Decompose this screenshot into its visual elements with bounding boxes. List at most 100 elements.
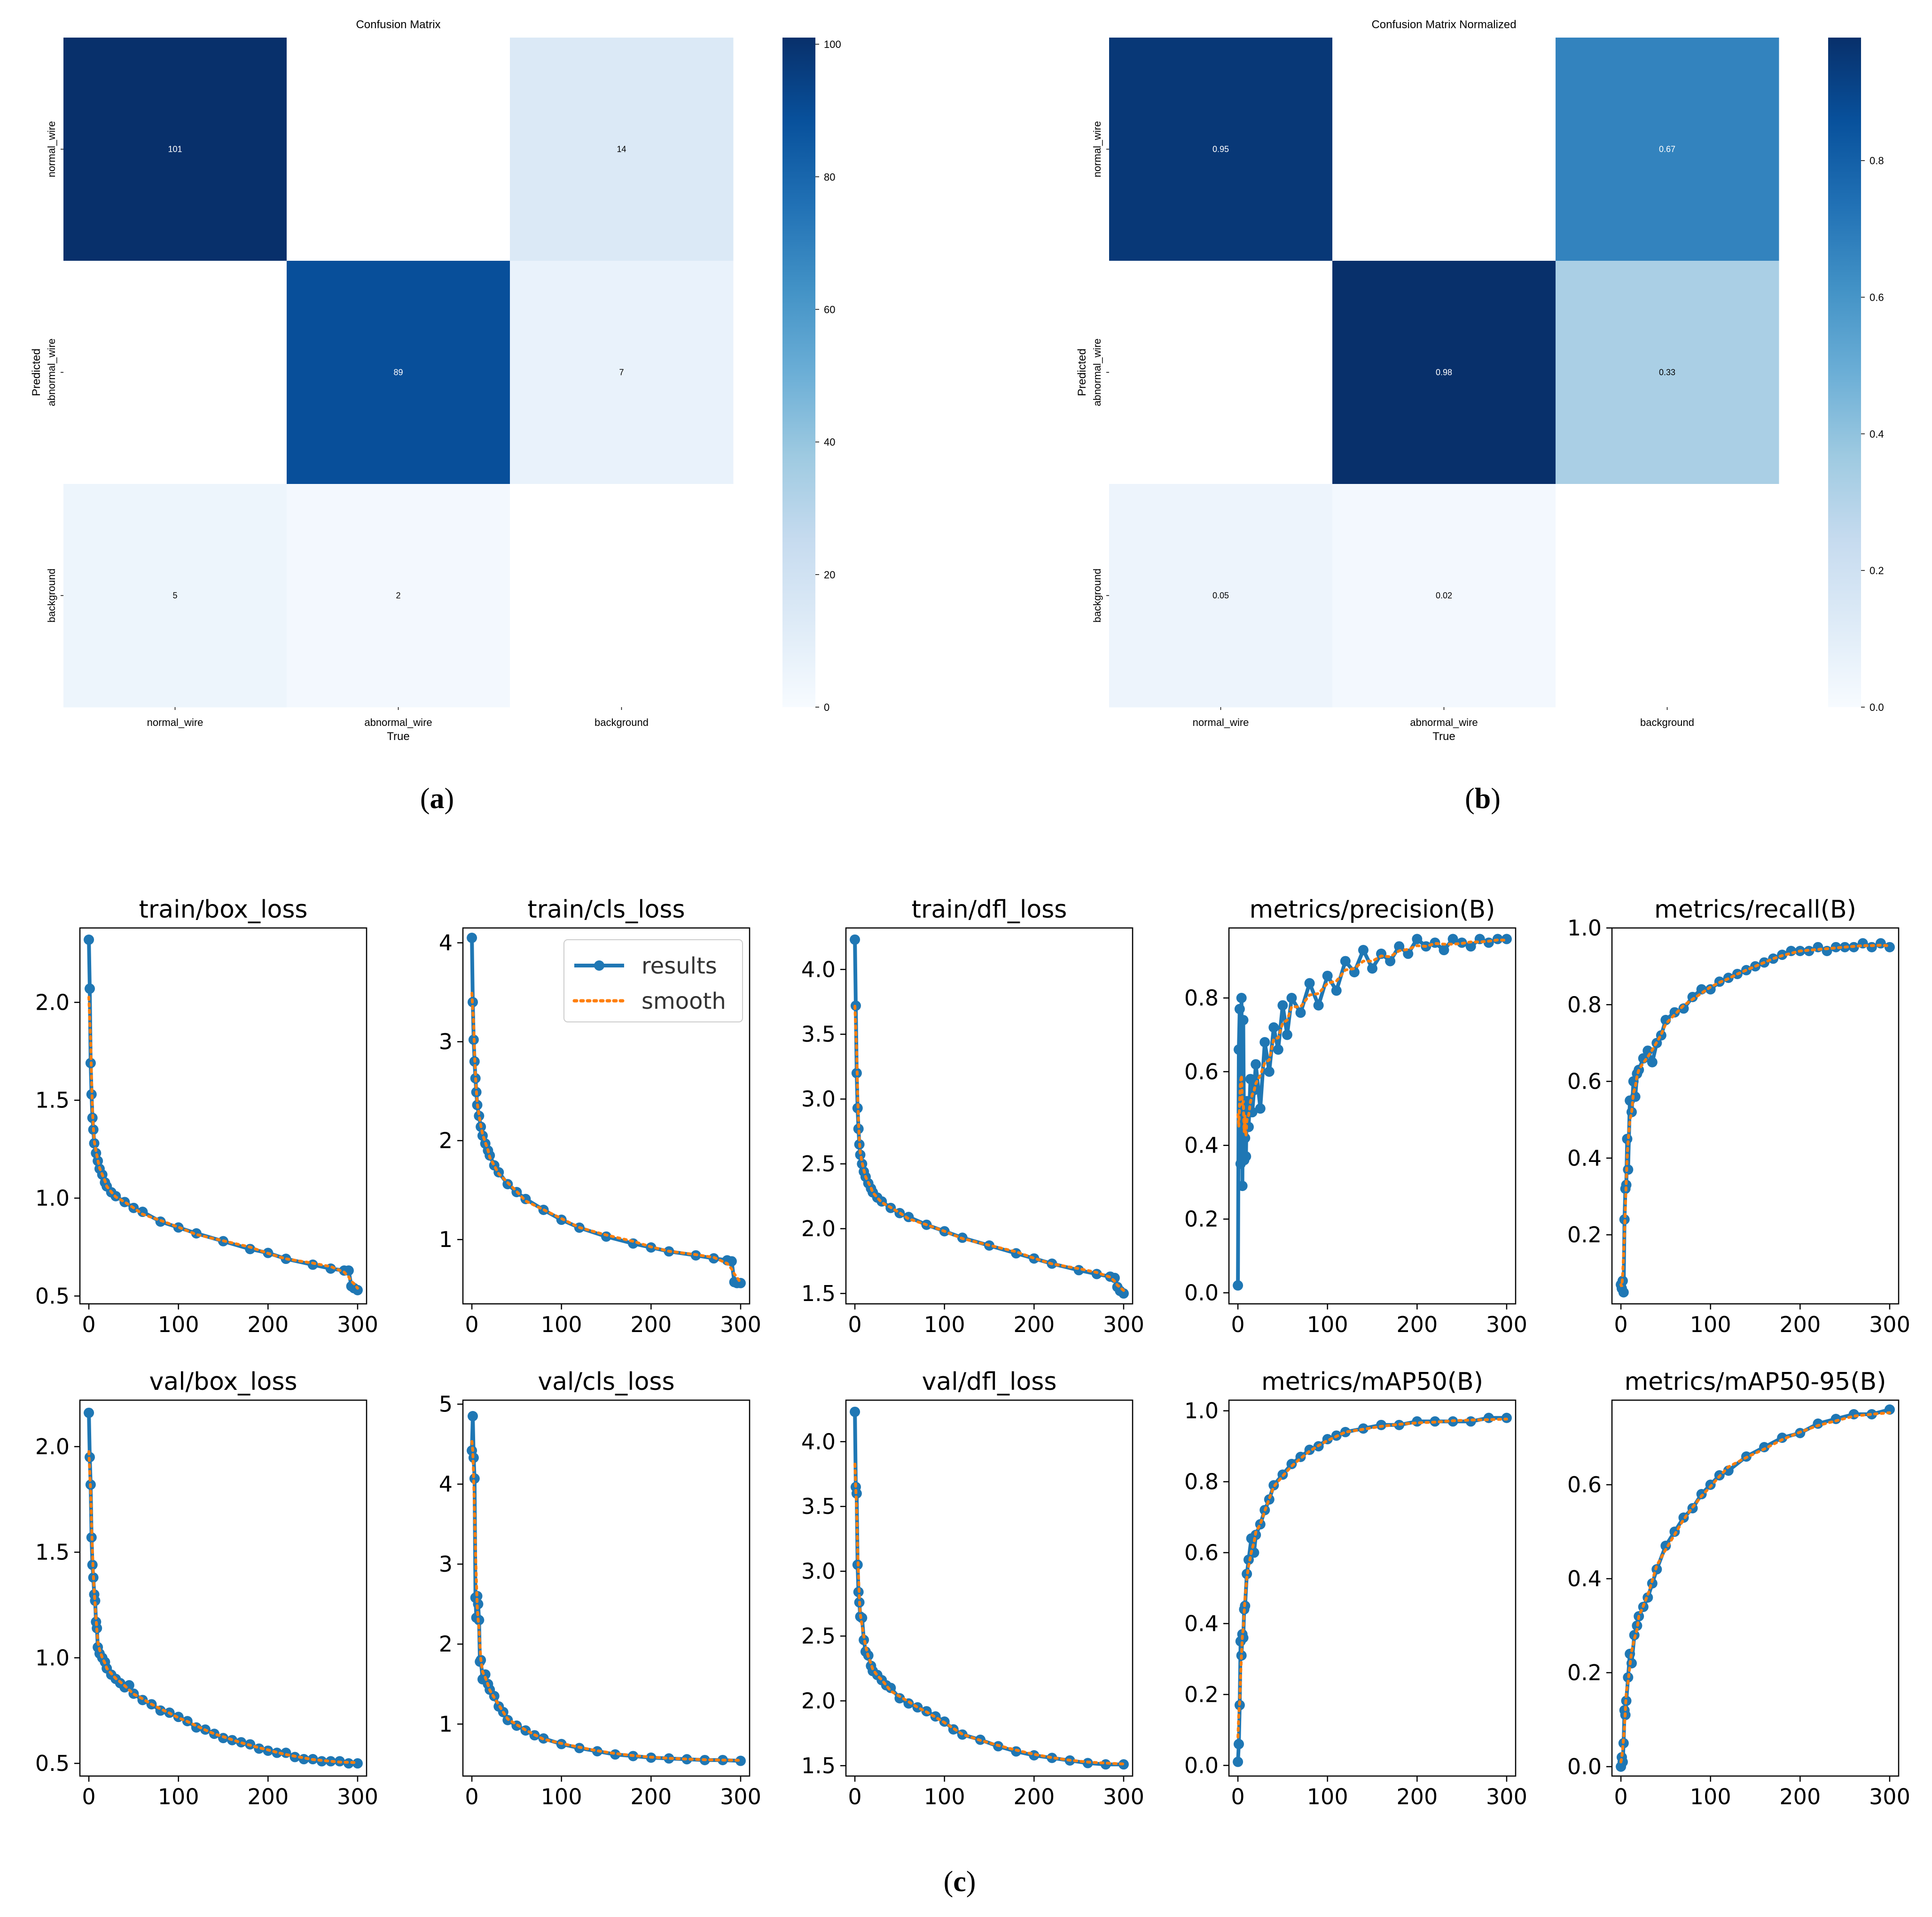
y-tick-label: 2.0 [35,1434,70,1459]
results-line [1619,941,1891,1294]
cm-cell-value: 0.05 [1212,591,1229,600]
results-line [853,1411,1124,1767]
cm-cell [287,261,510,484]
cm-y-tick-normal-wire: normal_wire [46,121,57,178]
smooth-line [470,991,742,1285]
results-point [352,1758,363,1769]
results-point [1412,934,1423,944]
results-point [850,934,860,945]
results-point [885,1683,896,1693]
plot-train-cls-loss: train/cls_loss 0 100 200 300 1 2 3 4 results smoot… [439,896,761,1337]
results-point [1331,985,1342,996]
results-point [307,1259,318,1270]
results-point [853,1123,864,1134]
x-tick-label: 0 [848,1784,861,1809]
y-tick-label: 1 [439,1711,453,1737]
x-tick-label: 0 [1614,1312,1627,1337]
y-tick-label: 1.0 [35,1645,70,1670]
y-tick-label: 4.0 [801,957,836,982]
results-line [470,1414,741,1763]
cm-x-tick-normal-wire: normal_wire [1193,717,1249,728]
cm-cell-value: 0.67 [1659,145,1675,154]
x-tick-label: 0 [82,1312,95,1337]
results-point [1277,1000,1288,1011]
y-tick-label: 1.0 [1184,1398,1219,1424]
cm-x-tick-background: background [1640,717,1694,728]
results-point [1241,1151,1251,1162]
results-point [855,1149,866,1160]
cm-y-tick-background: background [46,569,57,623]
results-point [1340,956,1351,966]
caption-c: (c) [944,1866,976,1898]
results-point [1501,934,1512,944]
cm-x-tick-normal-wire: normal_wire [147,717,203,728]
results-point [352,1285,363,1295]
results-point [1240,1133,1251,1144]
y-tick-label: 4 [439,1472,453,1497]
results-point [1322,970,1333,981]
cm-cell-value: 89 [393,368,403,377]
plot-frame [1611,927,1900,1305]
x-tick-label: 100 [158,1784,199,1809]
x-tick-label: 0 [82,1784,95,1809]
plot-val-box-loss: val/box_loss 0 100 200 300 0.5 1.0 1.5 2.0 [35,1368,378,1809]
results-point [859,1635,869,1645]
cm-cell [510,38,734,261]
x-tick-label: 200 [1396,1312,1438,1337]
y-tick-label: 0.2 [1567,1660,1602,1685]
plot-metrics-map50-b: metrics/mAP50(B) 0 100 200 300 0.0 0.2 0.4 0.6 0.… [1184,1368,1527,1809]
x-tick-label: 100 [1690,1312,1731,1337]
x-tick-label: 300 [1869,1312,1910,1337]
x-tick-label: 100 [541,1784,582,1809]
cm-cell [510,484,734,708]
results-point [1282,1029,1292,1040]
x-tick-label: 300 [1869,1784,1910,1809]
x-tick-label: 300 [1486,1312,1527,1337]
plot-title: train/box_loss [139,896,308,924]
y-tick-label: 2 [439,1128,453,1153]
x-tick-label: 0 [465,1784,478,1809]
smooth-line [87,996,359,1290]
results-point [467,1411,478,1422]
cm-cell [63,261,287,484]
results-point [1237,1181,1248,1192]
cm-title: Confusion Matrix [356,18,440,31]
results-line [1619,1408,1890,1767]
results-point [90,1595,101,1606]
results-point [1376,948,1387,959]
results-point [1626,1658,1637,1668]
x-tick-label: 300 [1103,1784,1144,1809]
colorbar-tick-label: 0.0 [1869,701,1884,713]
smooth-line [87,1450,359,1764]
results-point [1273,1044,1283,1055]
colorbar-tick-label: 0.4 [1869,428,1884,440]
plot-title: train/dfl_loss [912,896,1067,924]
results-point [1630,1091,1641,1102]
cm-cell [287,38,510,261]
y-tick-label: 0.0 [1184,1753,1219,1778]
colorbar-tick-label: 20 [824,569,835,581]
plot-title: val/cls_loss [538,1368,674,1396]
x-tick-label: 100 [541,1312,582,1337]
cm-y-tick-abnormal-wire: abnormal_wire [46,338,57,406]
colorbar-tick-label: 100 [824,39,841,50]
y-tick-label: 1.5 [801,1281,836,1306]
plot-val-dfl-loss: val/dfl_loss 0 100 200 300 1.5 2.0 2.5 3.0 3.5 4.0 [801,1368,1144,1809]
x-tick-label: 0 [848,1312,861,1337]
results-point [1483,1412,1494,1423]
smooth-line [470,1440,742,1762]
results-point [1313,1000,1324,1011]
x-tick-label: 100 [1690,1784,1731,1809]
cm-cell [1109,38,1333,261]
cm-x-tick-abnormal-wire: abnormal_wire [364,717,432,728]
results-point [84,983,95,994]
cm-cell [1332,261,1556,484]
plot-title: val/box_loss [149,1368,297,1396]
y-tick-label: 0.4 [1184,1611,1219,1636]
results-point [1875,938,1886,949]
smooth-line [1619,1411,1891,1763]
results-point [1286,993,1297,1004]
